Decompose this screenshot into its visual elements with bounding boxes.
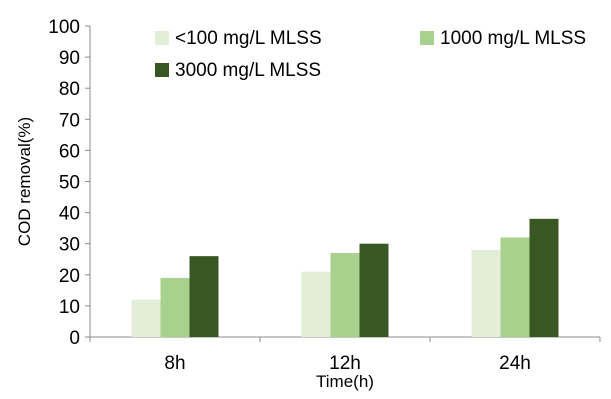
- legend-label: 3000 mg/L MLSS: [175, 60, 321, 81]
- legend-swatch: [155, 63, 169, 77]
- y-tick-label: 60: [59, 141, 80, 162]
- y-tick-label: 0: [69, 328, 80, 349]
- bar: [529, 218, 559, 337]
- x-tick-label: 8h: [164, 353, 185, 374]
- y-tick-label: 90: [59, 48, 80, 69]
- legend: <100 mg/L MLSS 1000 mg/L MLSS 3000 mg/L ML…: [155, 28, 586, 81]
- x-axis-title: Time(h): [316, 372, 374, 391]
- y-tick-label: 20: [59, 266, 80, 287]
- bar: [160, 277, 190, 337]
- bar: [500, 237, 530, 337]
- bar: [330, 253, 360, 337]
- legend-swatch: [155, 31, 169, 45]
- bar: [189, 256, 219, 337]
- y-tick-label: 50: [59, 173, 80, 194]
- legend-swatch: [420, 31, 434, 45]
- y-tick-label: 40: [59, 204, 80, 225]
- tick-labels: 0 10 20 30 40 50 60 70 80 90 100 8h 12h 24h: [48, 17, 531, 374]
- y-tick-label: 10: [59, 297, 80, 318]
- x-tick-label: 24h: [499, 353, 531, 374]
- x-tick-label: 12h: [329, 353, 361, 374]
- bar: [471, 249, 501, 337]
- legend-label: 1000 mg/L MLSS: [440, 28, 586, 49]
- bar: [301, 271, 331, 337]
- bar: [359, 243, 389, 337]
- y-axis-title: COD removal(%): [15, 117, 34, 246]
- y-tick-label: 30: [59, 235, 80, 256]
- bars: [131, 218, 559, 337]
- legend-label: <100 mg/L MLSS: [175, 28, 322, 49]
- bar: [131, 299, 161, 337]
- y-tick-label: 80: [59, 79, 80, 100]
- y-tick-label: 70: [59, 110, 80, 131]
- y-tick-label: 100: [48, 17, 80, 38]
